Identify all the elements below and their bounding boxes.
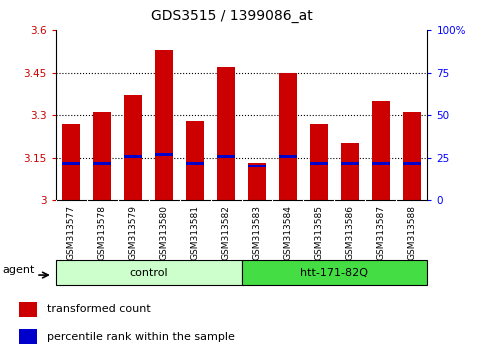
Bar: [93, 112, 112, 200]
Bar: [124, 95, 142, 200]
Bar: [155, 153, 173, 156]
Bar: [242, 260, 427, 285]
Bar: [279, 155, 297, 158]
Bar: [56, 260, 242, 285]
Bar: [310, 162, 328, 165]
Text: percentile rank within the sample: percentile rank within the sample: [47, 332, 235, 342]
Bar: [93, 162, 112, 165]
Text: GSM313578: GSM313578: [98, 205, 107, 260]
Bar: [62, 124, 80, 200]
Text: htt-171-82Q: htt-171-82Q: [300, 268, 369, 278]
Text: GSM313582: GSM313582: [222, 205, 230, 260]
Bar: [186, 121, 204, 200]
Text: GSM313585: GSM313585: [314, 205, 324, 260]
Bar: [124, 155, 142, 158]
Bar: [217, 67, 235, 200]
Bar: [19, 302, 38, 317]
Bar: [341, 143, 359, 200]
Bar: [403, 162, 421, 165]
Text: transformed count: transformed count: [47, 304, 151, 314]
Text: GSM313587: GSM313587: [376, 205, 385, 260]
Bar: [186, 162, 204, 165]
Text: GSM313580: GSM313580: [159, 205, 169, 260]
Text: GDS3515 / 1399086_at: GDS3515 / 1399086_at: [151, 9, 313, 23]
Bar: [310, 124, 328, 200]
Bar: [19, 329, 38, 344]
Bar: [248, 163, 266, 200]
Text: GSM313586: GSM313586: [345, 205, 355, 260]
Bar: [341, 162, 359, 165]
Text: control: control: [129, 268, 168, 278]
Bar: [62, 162, 80, 165]
Bar: [372, 162, 390, 165]
Text: GSM313581: GSM313581: [190, 205, 199, 260]
Bar: [279, 73, 297, 200]
Bar: [217, 155, 235, 158]
Text: GSM313579: GSM313579: [128, 205, 138, 260]
Text: GSM313584: GSM313584: [284, 205, 293, 260]
Text: GSM313577: GSM313577: [67, 205, 75, 260]
Bar: [248, 165, 266, 167]
Text: GSM313588: GSM313588: [408, 205, 416, 260]
Bar: [372, 101, 390, 200]
Text: agent: agent: [3, 265, 35, 275]
Bar: [155, 50, 173, 200]
Text: GSM313583: GSM313583: [253, 205, 261, 260]
Bar: [403, 112, 421, 200]
